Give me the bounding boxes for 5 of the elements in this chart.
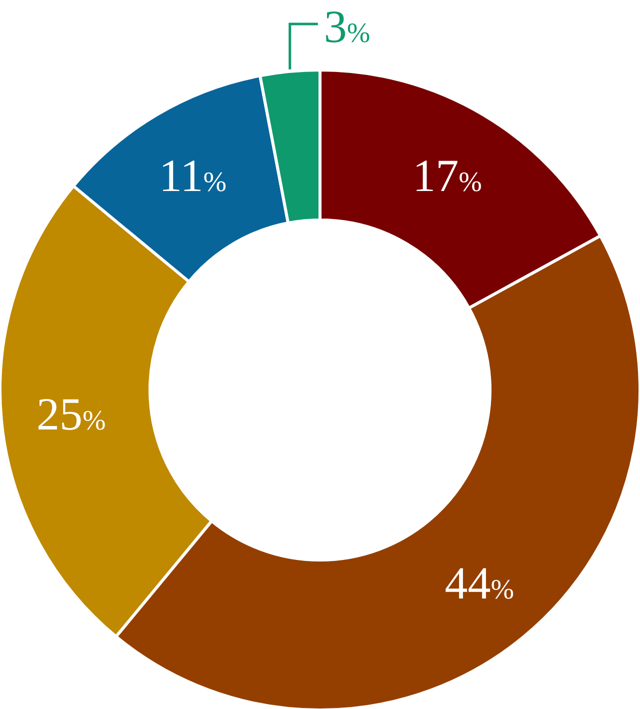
data-label: 44% xyxy=(444,558,514,609)
data-label: 25% xyxy=(36,388,106,440)
data-label: 11% xyxy=(158,150,227,201)
data-label: 17% xyxy=(412,150,482,201)
data-label: 3% xyxy=(324,1,370,52)
